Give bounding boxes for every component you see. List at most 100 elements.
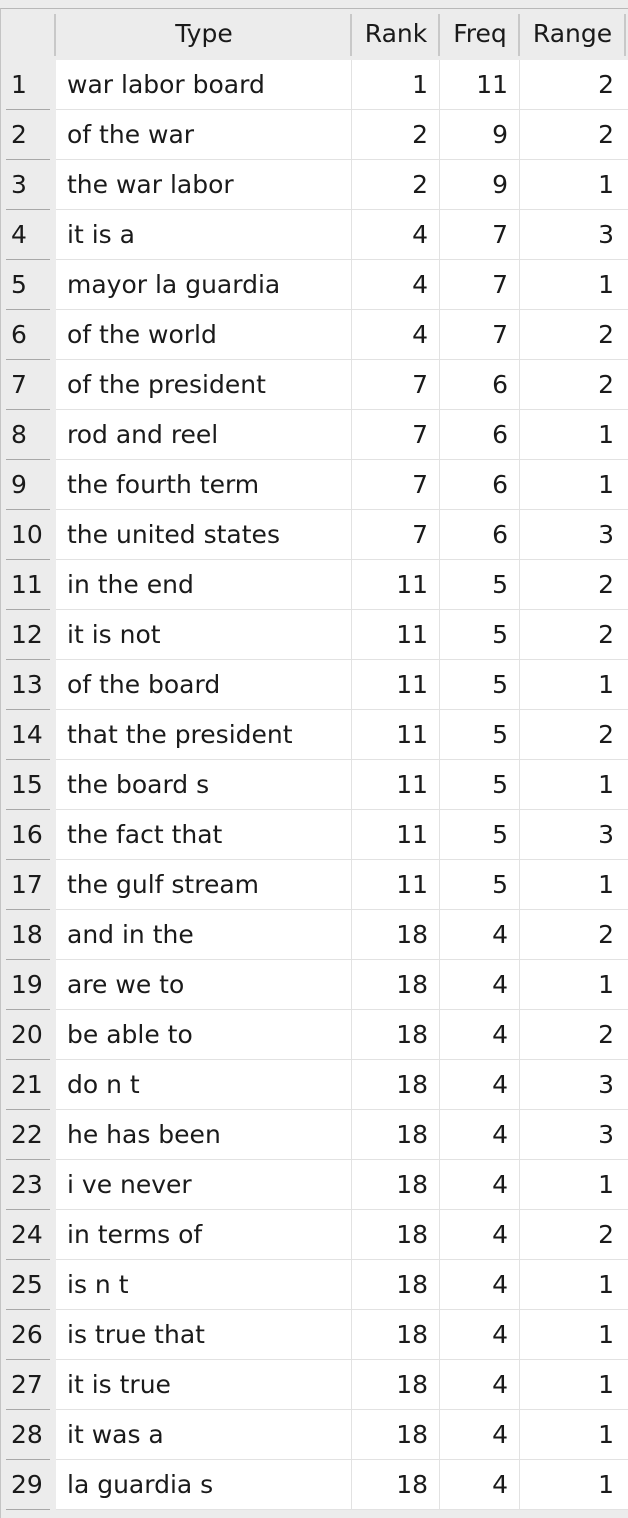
column-divider[interactable] [350, 14, 352, 56]
cell-freq[interactable]: 4 [440, 1410, 520, 1460]
table-row[interactable]: 9 the fourth term 7 6 1 [1, 460, 628, 510]
cell-type[interactable]: of the war [56, 110, 352, 160]
cell-type[interactable]: the gulf stream [56, 860, 352, 910]
row-number[interactable]: 3 [1, 160, 55, 210]
cell-type[interactable]: is n t [56, 1260, 352, 1310]
cell-freq[interactable]: 5 [440, 710, 520, 760]
cell-range[interactable]: 2 [520, 710, 628, 760]
cell-type[interactable]: the fourth term [56, 460, 352, 510]
table-row[interactable]: 24 in terms of 18 4 2 [1, 1210, 628, 1260]
cell-range[interactable]: 2 [520, 110, 628, 160]
cell-type[interactable]: of the world [56, 310, 352, 360]
row-number[interactable]: 22 [1, 1110, 55, 1160]
cell-range[interactable]: 1 [520, 1410, 628, 1460]
cell-type[interactable]: mayor la guardia [56, 260, 352, 310]
cell-freq[interactable]: 6 [440, 360, 520, 410]
row-number[interactable]: 14 [1, 710, 55, 760]
cell-range[interactable]: 1 [520, 1310, 628, 1360]
row-number[interactable]: 17 [1, 860, 55, 910]
table-row[interactable]: 5 mayor la guardia 4 7 1 [1, 260, 628, 310]
row-number[interactable]: 15 [1, 760, 55, 810]
cell-rank[interactable]: 18 [352, 1160, 440, 1210]
cell-type[interactable]: is true that [56, 1310, 352, 1360]
cell-rank[interactable]: 11 [352, 810, 440, 860]
column-divider[interactable] [624, 14, 626, 56]
cell-freq[interactable]: 5 [440, 760, 520, 810]
cell-freq[interactable]: 11 [440, 60, 520, 110]
row-number[interactable]: 10 [1, 510, 55, 560]
cell-rank[interactable]: 2 [352, 160, 440, 210]
cell-range[interactable]: 1 [520, 660, 628, 710]
cell-freq[interactable]: 6 [440, 460, 520, 510]
row-number[interactable]: 18 [1, 910, 55, 960]
header-range[interactable]: Range [532, 19, 613, 48]
cell-freq[interactable]: 4 [440, 960, 520, 1010]
cell-freq[interactable]: 4 [440, 1260, 520, 1310]
cell-range[interactable]: 1 [520, 260, 628, 310]
table-row[interactable]: 18 and in the 18 4 2 [1, 910, 628, 960]
table-row[interactable]: 15 the board s 11 5 1 [1, 760, 628, 810]
row-number[interactable]: 21 [1, 1060, 55, 1110]
cell-freq[interactable]: 4 [440, 1010, 520, 1060]
cell-type[interactable]: the fact that [56, 810, 352, 860]
cell-range[interactable]: 3 [520, 1110, 628, 1160]
cell-freq[interactable]: 5 [440, 660, 520, 710]
cell-type[interactable]: that the president [56, 710, 352, 760]
cell-range[interactable]: 1 [520, 760, 628, 810]
cell-freq[interactable]: 7 [440, 260, 520, 310]
row-number[interactable]: 7 [1, 360, 55, 410]
row-number[interactable]: 27 [1, 1360, 55, 1410]
cell-freq[interactable]: 6 [440, 510, 520, 560]
cell-type[interactable]: and in the [56, 910, 352, 960]
cell-type[interactable]: are we to [56, 960, 352, 1010]
cell-range[interactable]: 2 [520, 560, 628, 610]
cell-type[interactable]: the board s [56, 760, 352, 810]
cell-freq[interactable]: 4 [440, 1310, 520, 1360]
cell-rank[interactable]: 7 [352, 410, 440, 460]
cell-range[interactable]: 1 [520, 860, 628, 910]
cell-freq[interactable]: 9 [440, 160, 520, 210]
cell-type[interactable]: the war labor [56, 160, 352, 210]
table-row[interactable]: 28 it was a 18 4 1 [1, 1410, 628, 1460]
cell-range[interactable]: 1 [520, 160, 628, 210]
table-row[interactable]: 12 it is not 11 5 2 [1, 610, 628, 660]
cell-rank[interactable]: 4 [352, 260, 440, 310]
table-row[interactable]: 2 of the war 2 9 2 [1, 110, 628, 160]
table-row[interactable]: 11 in the end 11 5 2 [1, 560, 628, 610]
cell-range[interactable]: 2 [520, 610, 628, 660]
row-number[interactable]: 26 [1, 1310, 55, 1360]
cell-range[interactable]: 2 [520, 910, 628, 960]
cell-type[interactable]: it is true [56, 1360, 352, 1410]
cell-range[interactable]: 1 [520, 1160, 628, 1210]
cell-type[interactable]: it is a [56, 210, 352, 260]
header-type[interactable]: Type [175, 19, 233, 48]
cell-type[interactable]: la guardia s [56, 1460, 352, 1510]
cell-range[interactable]: 2 [520, 1010, 628, 1060]
row-number[interactable]: 13 [1, 660, 55, 710]
cell-type[interactable]: do n t [56, 1060, 352, 1110]
cell-rank[interactable]: 11 [352, 710, 440, 760]
cell-type[interactable]: war labor board [56, 60, 352, 110]
cell-freq[interactable]: 4 [440, 1210, 520, 1260]
cell-type[interactable]: he has been [56, 1110, 352, 1160]
table-row[interactable]: 25 is n t 18 4 1 [1, 1260, 628, 1310]
row-number[interactable]: 11 [1, 560, 55, 610]
cell-type[interactable]: the united states [56, 510, 352, 560]
column-divider[interactable] [54, 14, 56, 56]
column-divider[interactable] [518, 14, 520, 56]
cell-rank[interactable]: 4 [352, 210, 440, 260]
row-number[interactable]: 24 [1, 1210, 55, 1260]
cell-rank[interactable]: 18 [352, 1110, 440, 1160]
table-row[interactable]: 8 rod and reel 7 6 1 [1, 410, 628, 460]
row-number[interactable]: 16 [1, 810, 55, 860]
cell-range[interactable]: 1 [520, 1360, 628, 1410]
cell-rank[interactable]: 18 [352, 910, 440, 960]
header-freq[interactable]: Freq [453, 19, 507, 48]
cell-rank[interactable]: 18 [352, 1060, 440, 1110]
header-rank[interactable]: Rank [364, 19, 428, 48]
cell-range[interactable]: 1 [520, 1460, 628, 1510]
row-number[interactable]: 6 [1, 310, 55, 360]
table-row[interactable]: 1 war labor board 1 11 2 [1, 60, 628, 110]
row-number[interactable]: 29 [1, 1460, 55, 1510]
row-number[interactable]: 28 [1, 1410, 55, 1460]
